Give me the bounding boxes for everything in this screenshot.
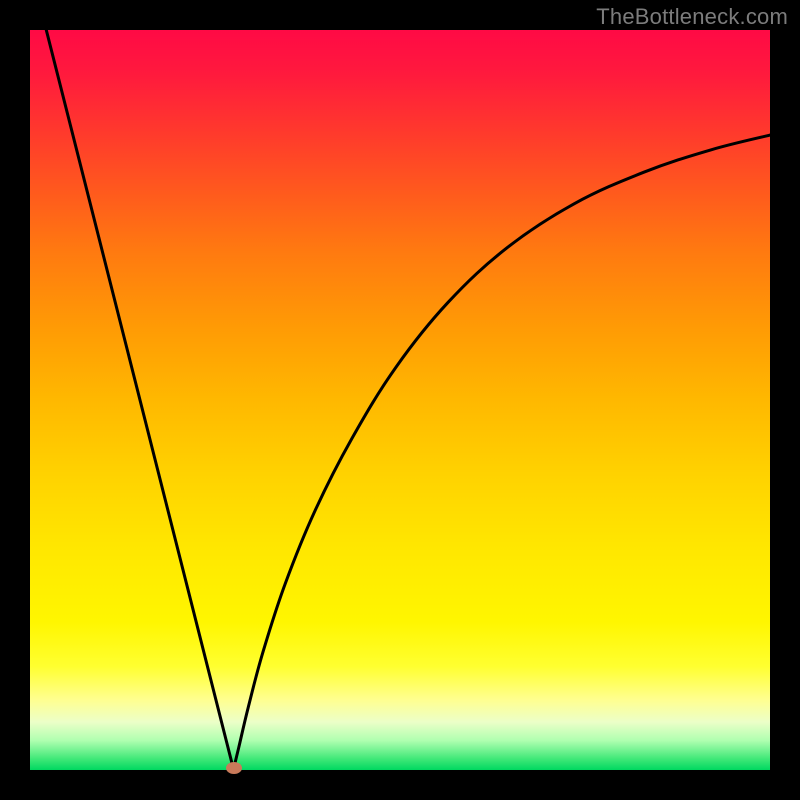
plot-area (30, 30, 770, 770)
bottleneck-curve (30, 30, 770, 770)
watermark-label: TheBottleneck.com (596, 4, 788, 30)
minimum-marker (226, 762, 242, 774)
